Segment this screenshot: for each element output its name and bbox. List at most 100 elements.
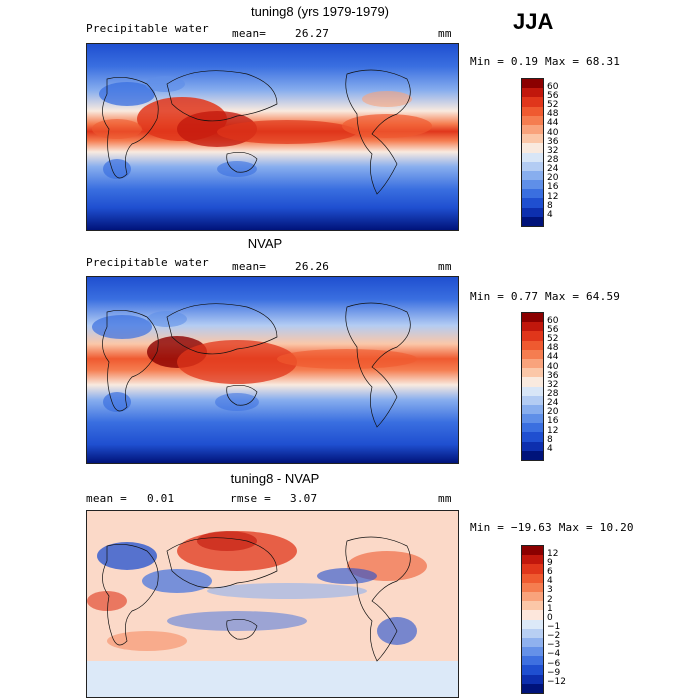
panel-1-tick: 40 xyxy=(547,128,559,138)
panel-3-colorbar xyxy=(521,545,544,694)
panel-2-tick: 28 xyxy=(547,389,559,399)
panel-2-tick: 36 xyxy=(547,371,559,381)
panel-3-colorbar-segment xyxy=(522,647,543,657)
panel-2-colorbar-segment xyxy=(522,313,543,323)
panel-3-colorbar-segment xyxy=(522,683,543,693)
panel-3-colorbar-segment xyxy=(522,564,543,574)
panel-1-colorbar-segment xyxy=(522,180,543,190)
panel-1-map xyxy=(86,43,459,231)
panel-1-colorbar-segment xyxy=(522,198,543,208)
panel-1-tick: 60 xyxy=(547,82,559,92)
panel-3-tick: 9 xyxy=(547,558,553,568)
panel-2-colorbar xyxy=(521,312,544,461)
panel-3-tick: −4 xyxy=(547,649,561,659)
panel-2-tick: 52 xyxy=(547,334,559,344)
panel-3-rmse-label: rmse = xyxy=(230,492,271,505)
panel-1-colorbar-segment xyxy=(522,124,543,135)
panel-3-mean-label: mean = xyxy=(86,492,127,505)
panel-3-rmse-value: 3.07 xyxy=(290,492,318,505)
panel-3-mean-value: 0.01 xyxy=(147,492,175,505)
panel-2-tick: 4 xyxy=(547,444,553,454)
panel-3-colorbar-segment xyxy=(522,591,543,602)
panel-3-tick: −12 xyxy=(547,677,566,687)
panel-1-tick: 8 xyxy=(547,201,553,211)
panel-2-colorbar-segment xyxy=(522,450,543,460)
panel-3-colorbar-segment xyxy=(522,610,543,620)
panel-3-colorbar-segment xyxy=(522,637,543,648)
panel-1-units: mm xyxy=(438,27,452,40)
panel-1-tick: 48 xyxy=(547,109,559,119)
panel-1-tick: 32 xyxy=(547,146,559,156)
panel-1-tick: 52 xyxy=(547,100,559,110)
panel-3-tick: −1 xyxy=(547,622,561,632)
panel-2-colorbar-segment xyxy=(522,358,543,369)
panel-2-tick: 12 xyxy=(547,426,559,436)
panel-3-colorbar-segment xyxy=(522,674,543,684)
panel-2-tick: 48 xyxy=(547,343,559,353)
panel-1-colorbar-segment xyxy=(522,207,543,217)
panel-1-map-plot xyxy=(87,44,458,230)
panel-2-colorbar-segment xyxy=(522,331,543,341)
panel-3-tick: −3 xyxy=(547,640,561,650)
panel-2-minmax: Min = 0.77 Max = 64.59 xyxy=(470,290,621,303)
panel-3-units: mm xyxy=(438,492,452,505)
panel-1-tick: 56 xyxy=(547,91,559,101)
panel-2-colorbar-segment xyxy=(522,432,543,442)
panel-2-colorbar-segment xyxy=(522,414,543,424)
panel-3-minmax: Min = −19.63 Max = 10.20 xyxy=(470,521,634,534)
panel-3-colorbar-segment xyxy=(522,665,543,675)
panel-3-colorbar-segment xyxy=(522,619,543,629)
panel-3-tick: 3 xyxy=(547,585,553,595)
panel-3-map xyxy=(86,510,459,698)
panel-2-map xyxy=(86,276,459,464)
panel-2-tick: 32 xyxy=(547,380,559,390)
panel-1-colorbar-segment xyxy=(522,97,543,107)
panel-1-colorbar-segment xyxy=(522,170,543,181)
season-label: JJA xyxy=(513,9,554,34)
panel-3-title: tuning8 - NVAP xyxy=(230,471,320,486)
panel-1-variable-label: Precipitable water xyxy=(86,22,209,35)
panel-1-colorbar xyxy=(521,78,544,227)
panel-3-tick: −2 xyxy=(547,631,561,641)
panel-2-title: NVAP xyxy=(247,236,283,251)
panel-2-tick: 56 xyxy=(547,325,559,335)
panel-2-tick: 44 xyxy=(547,352,559,362)
panel-3-colorbar-segment xyxy=(522,555,543,565)
panel-1-colorbar-segment xyxy=(522,88,543,98)
panel-3-colorbar-segment xyxy=(522,573,543,583)
panel-2-tick: 20 xyxy=(547,407,559,417)
panel-2-tick: 60 xyxy=(547,316,559,326)
panel-2-colorbar-segment xyxy=(522,368,543,378)
panel-3-colorbar-segment xyxy=(522,582,543,592)
panel-3-colorbar-segment xyxy=(522,656,543,666)
panel-1-colorbar-segment xyxy=(522,161,543,171)
panel-1-tick: 44 xyxy=(547,118,559,128)
panel-3-tick: 2 xyxy=(547,595,553,605)
panel-1-minmax: Min = 0.19 Max = 68.31 xyxy=(470,55,621,68)
panel-3-colorbar-segment xyxy=(522,601,543,611)
panel-3-tick: 6 xyxy=(547,567,553,577)
panel-2-colorbar-segment xyxy=(522,404,543,415)
panel-2-colorbar-segment xyxy=(522,322,543,332)
panel-2-colorbar-segment xyxy=(522,377,543,387)
panel-3-tick: 4 xyxy=(547,576,553,586)
panel-3-colorbar-segment xyxy=(522,628,543,638)
panel-1-colorbar-segment xyxy=(522,216,543,226)
panel-3-map-plot xyxy=(87,511,458,697)
panel-2-variable-label: Precipitable water xyxy=(86,256,209,269)
panel-3-tick: −9 xyxy=(547,668,561,678)
panel-1-mean-value: 26.27 xyxy=(295,27,330,40)
panel-1-tick: 16 xyxy=(547,182,559,192)
panel-2-tick: 16 xyxy=(547,416,559,426)
panel-1-colorbar-segment xyxy=(522,152,543,162)
panel-1-title: tuning8 (yrs 1979-1979) xyxy=(250,4,390,19)
panel-1-tick: 20 xyxy=(547,173,559,183)
panel-1-colorbar-segment xyxy=(522,134,543,144)
panel-2-tick: 24 xyxy=(547,398,559,408)
panel-3-tick: −6 xyxy=(547,659,561,669)
panel-1-tick: 36 xyxy=(547,137,559,147)
panel-3-tick: 1 xyxy=(547,604,553,614)
panel-3-tick: 0 xyxy=(547,613,553,623)
panel-1-tick: 4 xyxy=(547,210,553,220)
panel-2-colorbar-segment xyxy=(522,340,543,350)
